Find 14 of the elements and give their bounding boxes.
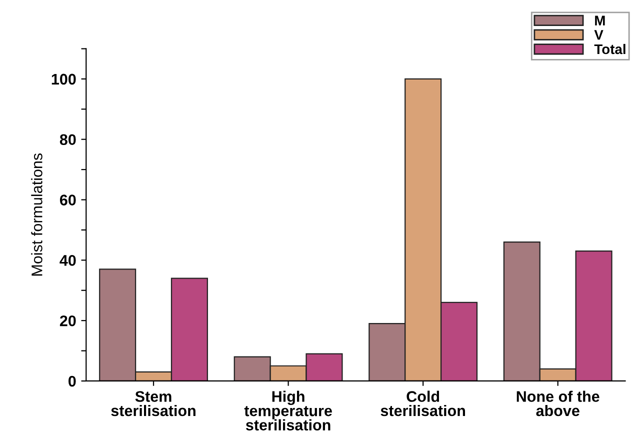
- legend-label: V: [594, 30, 604, 40]
- y-tick-label: 60: [60, 194, 76, 206]
- legend-label: M: [595, 16, 605, 26]
- y-tick-label: 0: [68, 376, 76, 387]
- x-tick-label: Stem sterilisation: [111, 391, 196, 416]
- x-tick-label: None of the above: [516, 390, 600, 416]
- y-tick-label: 80: [60, 134, 76, 146]
- y-tick-label: 20: [60, 315, 76, 326]
- legend-label: Total: [594, 44, 626, 54]
- y-axis-title: Moist formulations: [31, 153, 42, 276]
- x-tick-label: High temperature sterilisation: [244, 390, 332, 430]
- y-tick-label: 40: [60, 255, 76, 266]
- x-tick-label: Cold sterilisation: [380, 390, 466, 416]
- y-tick-label: 100: [52, 74, 76, 85]
